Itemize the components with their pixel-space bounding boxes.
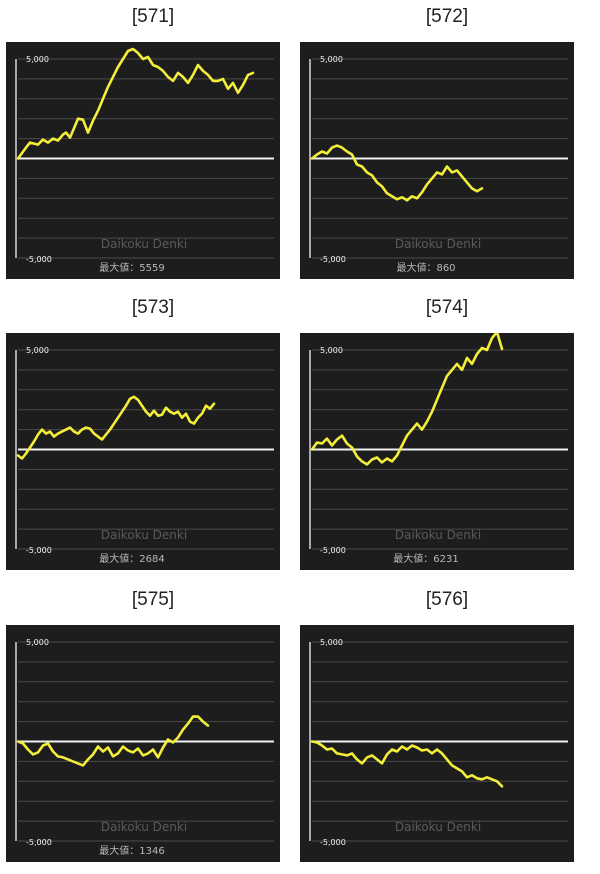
y-tick-label-top: 5,000 bbox=[320, 55, 343, 64]
line-chart: 5,000 -5,000 Daikoku Denki 最大値：6231 bbox=[300, 333, 574, 570]
y-tick-label-top: 5,000 bbox=[26, 55, 49, 64]
max-value-label: 最大値：2684 bbox=[99, 552, 164, 565]
plot-background bbox=[6, 333, 280, 570]
chart-title: [574] bbox=[425, 297, 469, 318]
y-tick-label-bottom: -5,000 bbox=[26, 255, 52, 264]
chart-title: [575] bbox=[131, 589, 175, 610]
chart-panel-576: [576] 5,000 -5,000 Daikoku Denki bbox=[300, 583, 594, 874]
chart-title: [576] bbox=[425, 589, 469, 610]
chart-panel-575: [575] 5,000 -5,000 Daikoku Denki 最大値：1346 bbox=[6, 583, 300, 874]
y-tick-label-bottom: -5,000 bbox=[26, 838, 52, 847]
series-line bbox=[310, 333, 504, 466]
y-tick-label-top: 5,000 bbox=[26, 346, 49, 355]
watermark-text: Daikoku Denki bbox=[101, 237, 187, 251]
series-line bbox=[16, 47, 255, 160]
series-line bbox=[16, 395, 216, 460]
chart-panel-573: [573] 5,000 -5,000 Daikoku Denki 最大値：2684 bbox=[6, 291, 300, 582]
series-line bbox=[16, 715, 210, 767]
y-tick-label-top: 5,000 bbox=[320, 638, 343, 647]
plot-background bbox=[300, 333, 574, 570]
chart-panel-572: [572] 5,000 -5,000 Daikoku Denki 最大値：860 bbox=[300, 0, 594, 291]
series-line bbox=[310, 144, 484, 202]
watermark-text: Daikoku Denki bbox=[395, 237, 481, 251]
plot-background bbox=[6, 42, 280, 279]
chart-title: [571] bbox=[131, 6, 175, 27]
y-tick-label-top: 5,000 bbox=[320, 346, 343, 355]
max-value-label: 最大値：6231 bbox=[393, 552, 458, 565]
y-tick-label-bottom: -5,000 bbox=[26, 546, 52, 555]
plot-background bbox=[300, 625, 574, 862]
watermark-text: Daikoku Denki bbox=[395, 528, 481, 542]
line-chart: 5,000 -5,000 Daikoku Denki 最大値：5559 bbox=[6, 42, 280, 279]
chart-title: [572] bbox=[425, 6, 469, 27]
line-chart: 5,000 -5,000 Daikoku Denki 最大値：860 bbox=[300, 42, 574, 279]
y-tick-label-bottom: -5,000 bbox=[320, 546, 346, 555]
chart-panel-571: [571] 5,000 -5,000 Daikoku Denki 最大値：5559 bbox=[6, 0, 300, 291]
line-chart: 5,000 -5,000 Daikoku Denki 最大値：1346 bbox=[6, 625, 280, 862]
y-tick-label-bottom: -5,000 bbox=[320, 255, 346, 264]
max-value-label: 最大値：1346 bbox=[99, 844, 164, 857]
line-chart: 5,000 -5,000 Daikoku Denki 最大値：2684 bbox=[6, 333, 280, 570]
watermark-text: Daikoku Denki bbox=[395, 820, 481, 834]
watermark-text: Daikoku Denki bbox=[101, 820, 187, 834]
plot-background bbox=[300, 42, 574, 279]
watermark-text: Daikoku Denki bbox=[101, 528, 187, 542]
chart-panel-574: [574] 5,000 -5,000 Daikoku Denki 最大値：6231 bbox=[300, 291, 594, 582]
chart-title: [573] bbox=[131, 297, 175, 318]
line-chart: 5,000 -5,000 Daikoku Denki bbox=[300, 625, 574, 862]
max-value-label: 最大値：5559 bbox=[99, 261, 164, 274]
series-line bbox=[310, 740, 504, 788]
plot-background bbox=[6, 625, 280, 862]
y-tick-label-top: 5,000 bbox=[26, 638, 49, 647]
max-value-label: 最大値：860 bbox=[396, 261, 455, 274]
y-tick-label-bottom: -5,000 bbox=[320, 838, 346, 847]
